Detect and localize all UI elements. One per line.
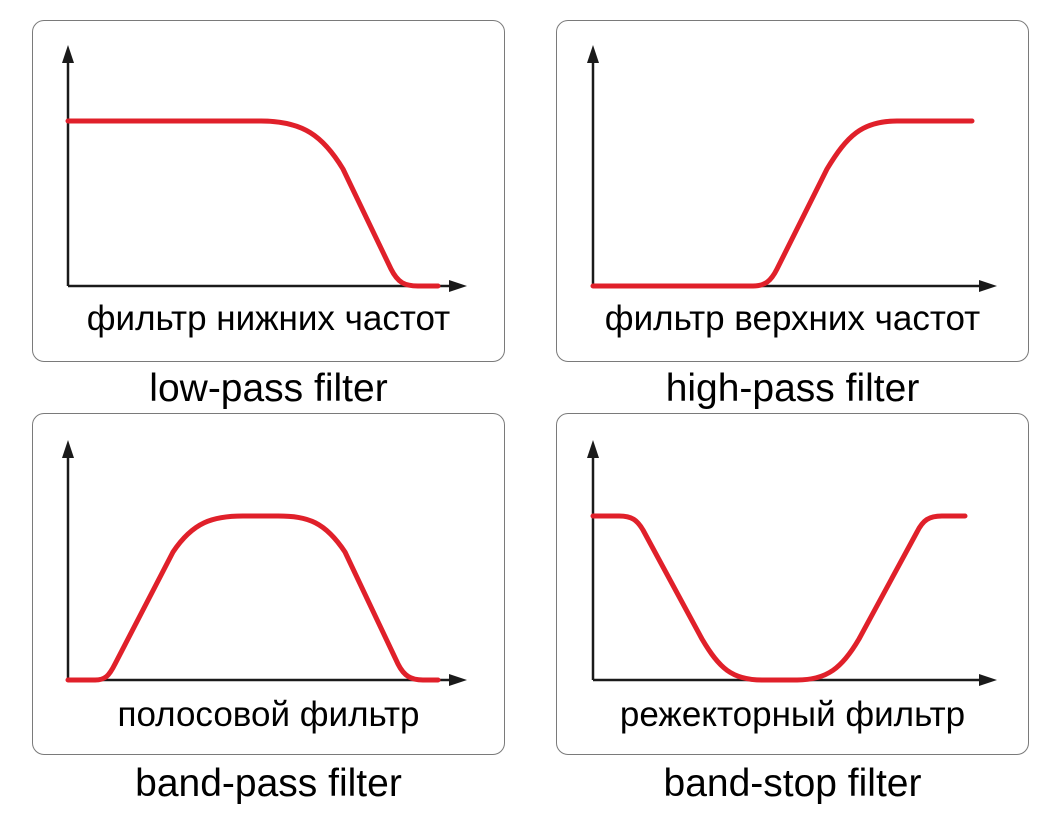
x-axis-arrowhead xyxy=(449,674,467,686)
y-axis-arrowhead xyxy=(62,45,74,63)
response-curve xyxy=(65,118,441,289)
caption: high-pass filter xyxy=(665,367,920,410)
band-stop-graph xyxy=(587,440,997,686)
x-axis-arrowhead xyxy=(979,674,997,686)
band-stop-card: режекторный фильтр xyxy=(556,413,1029,755)
y-axis-arrowhead xyxy=(62,440,74,458)
response-curve xyxy=(590,118,975,289)
band-pass-card: полосовой фильтр xyxy=(32,413,505,755)
caption: low-pass filter xyxy=(149,367,388,410)
y-axis-arrowhead xyxy=(587,45,599,63)
caption: band-pass filter xyxy=(135,762,402,805)
low-pass-graph xyxy=(62,45,467,292)
inner-label: фильтр нижних частот xyxy=(86,299,451,338)
band-pass-graph xyxy=(62,440,467,686)
inner-label: фильтр верхних частот xyxy=(604,299,981,338)
caption: band-stop filter xyxy=(663,762,922,805)
high-pass-card: фильтр верхних частот xyxy=(556,20,1029,362)
inner-label: режекторный фильтр xyxy=(619,695,966,734)
response-curve xyxy=(590,513,968,683)
high-pass-graph xyxy=(587,45,997,292)
inner-label: полосовой фильтр xyxy=(117,695,420,734)
y-axis-arrowhead xyxy=(587,440,599,458)
response-curve xyxy=(65,513,441,683)
x-axis-arrowhead xyxy=(979,280,997,292)
low-pass-card: фильтр нижних частот xyxy=(32,20,505,362)
x-axis-arrowhead xyxy=(449,280,467,292)
